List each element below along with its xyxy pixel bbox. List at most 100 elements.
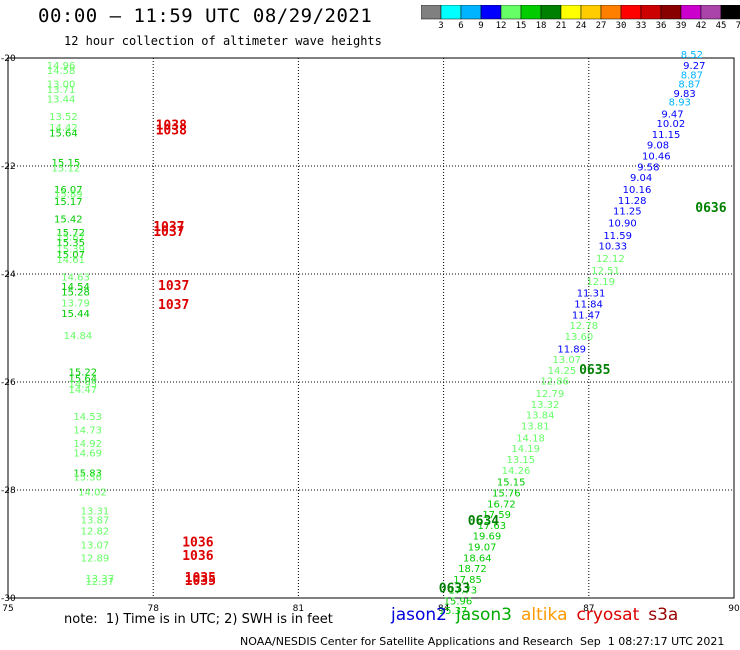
- pass-time-label: 1037: [153, 225, 184, 240]
- color-scale-label: 39: [675, 21, 687, 31]
- legend-item-altika: altika: [521, 605, 568, 625]
- wave-height-value: 13.84: [526, 411, 555, 422]
- color-scale-label: 18: [535, 21, 547, 31]
- wave-height-value: 14.73: [73, 425, 102, 436]
- color-scale-label: 45: [715, 21, 727, 31]
- wave-height-value: 15.39: [56, 244, 85, 255]
- wave-height-value: 11.25: [613, 207, 642, 218]
- wave-height-value: 10.33: [598, 242, 627, 253]
- wave-height-value: 14.47: [69, 385, 98, 396]
- wave-height-value: 13.00: [47, 80, 76, 91]
- wave-height-value: 13.52: [49, 112, 78, 123]
- wave-height-value: 14.26: [502, 466, 531, 477]
- pass-time-label: 1035: [185, 571, 216, 586]
- wave-height-value: 19.69: [473, 532, 502, 543]
- pass-time-label: 1038: [156, 118, 187, 133]
- pass-time-label: 1037: [158, 298, 189, 313]
- wave-height-value: 17.85: [453, 575, 482, 586]
- longitude-tick-label: 87: [583, 604, 594, 614]
- wave-height-value: 12.82: [81, 526, 110, 537]
- wave-height-value: 14.63: [61, 272, 90, 283]
- pass-time-label: 0635: [579, 363, 610, 378]
- wave-height-value: 11.47: [572, 310, 601, 321]
- wave-height-value: 15.44: [61, 309, 90, 320]
- color-scale-label: 70: [735, 21, 740, 31]
- color-scale-label: 30: [615, 21, 627, 31]
- wave-height-value: 16.72: [487, 499, 516, 510]
- wave-height-value: 12.37: [85, 577, 114, 588]
- wave-height-value: 17.59: [482, 510, 511, 521]
- wave-height-value: 15.96: [444, 596, 473, 607]
- wave-height-value: 14.96: [47, 61, 76, 72]
- wave-height-value: 15.67: [56, 233, 85, 244]
- wave-height-value: 15.83: [73, 469, 102, 480]
- pass-time-label: 1036: [182, 549, 213, 564]
- color-scale-labels: 36912151821242730333639424570(ft): [421, 21, 740, 33]
- wave-height-value: 15.15: [52, 158, 81, 169]
- wave-height-value: 13.44: [47, 94, 76, 105]
- wave-height-value: 11.89: [557, 344, 586, 355]
- wave-height-value: 15.17: [54, 197, 83, 208]
- color-scale-label: 24: [575, 21, 587, 31]
- wave-height-value: 12.86: [540, 377, 569, 388]
- wave-height-value: 19.07: [468, 542, 497, 553]
- wave-height-value: 14.02: [78, 487, 107, 498]
- wave-height-value: 15.12: [52, 163, 81, 174]
- wave-height-value: 16.07: [54, 185, 83, 196]
- wave-height-value: 14.58: [47, 66, 76, 77]
- legend-item-s3a: s3a: [648, 605, 679, 625]
- pass-time-label: 1035: [185, 574, 216, 589]
- wave-height-value: 11.15: [652, 130, 681, 141]
- wave-height-value: 11.84: [574, 299, 603, 310]
- wave-height-value: 15.37: [439, 606, 468, 617]
- wave-height-value: 13.71: [47, 85, 76, 96]
- wave-height-value: 12.19: [586, 277, 615, 288]
- wave-height-value: 15.22: [69, 368, 98, 379]
- wave-height-value: 9.08: [647, 141, 669, 152]
- wave-height-value: 9.58: [637, 162, 659, 173]
- wave-height-value: 15.28: [61, 288, 90, 299]
- wave-height-value: 15.42: [54, 215, 83, 226]
- longitude-tick-label: 81: [293, 604, 304, 614]
- wave-height-value: 15.64: [49, 128, 78, 139]
- color-scale-label: 12: [495, 21, 507, 31]
- color-scale-label: 15: [515, 21, 527, 31]
- longitude-tick-label: 84: [438, 604, 450, 614]
- wave-height-value: 11.28: [618, 196, 647, 207]
- wave-height-value: 18.72: [458, 564, 487, 575]
- footer-note: note: 1) Time is in UTC; 2) SWH is in fe…: [64, 612, 333, 627]
- wave-height-value: 14.42: [49, 123, 78, 134]
- wave-height-value: 12.89: [81, 553, 110, 564]
- wave-height-value: 8.87: [681, 71, 703, 82]
- longitude-tick-label: 75: [2, 604, 13, 614]
- wave-height-value: 15.15: [497, 478, 526, 489]
- wave-height-value: 8.87: [678, 80, 700, 91]
- latitude-tick-label: -22: [1, 162, 16, 172]
- wave-height-value: 14.61: [56, 255, 85, 266]
- wave-height-value: 13.07: [81, 540, 110, 551]
- wave-height-value: 13.31: [81, 506, 110, 517]
- wave-height-value: 14.18: [516, 433, 545, 444]
- color-scale-bar: [421, 5, 740, 20]
- wave-height-value: 13.37: [85, 574, 114, 585]
- pass-time-label: 0636: [695, 201, 726, 216]
- wave-height-value: 15.35: [56, 238, 85, 249]
- map-frame: [7, 57, 735, 599]
- wave-height-value: 14.25: [548, 366, 577, 377]
- wave-height-value: 15.64: [69, 374, 98, 385]
- color-scale-label: 27: [595, 21, 607, 31]
- wave-height-value: 8.93: [669, 98, 691, 109]
- color-scale-label: 6: [458, 21, 464, 31]
- wave-height-value: 14.54: [61, 282, 90, 293]
- pass-time-label: 1037: [153, 220, 184, 235]
- wave-height-value: 10.90: [608, 218, 637, 229]
- wave-height-value: 12.79: [536, 389, 565, 400]
- wave-height-value: 11.59: [603, 231, 632, 242]
- pass-time-label: 0634: [468, 514, 499, 529]
- legend-item-jason2: jason2: [391, 605, 447, 625]
- longitude-tick-label: 90: [728, 604, 740, 614]
- page-subtitle: 12 hour collection of altimeter wave hei…: [64, 34, 382, 48]
- wave-height-value: 15.30: [73, 472, 102, 483]
- pass-time-label: 1038: [156, 124, 187, 139]
